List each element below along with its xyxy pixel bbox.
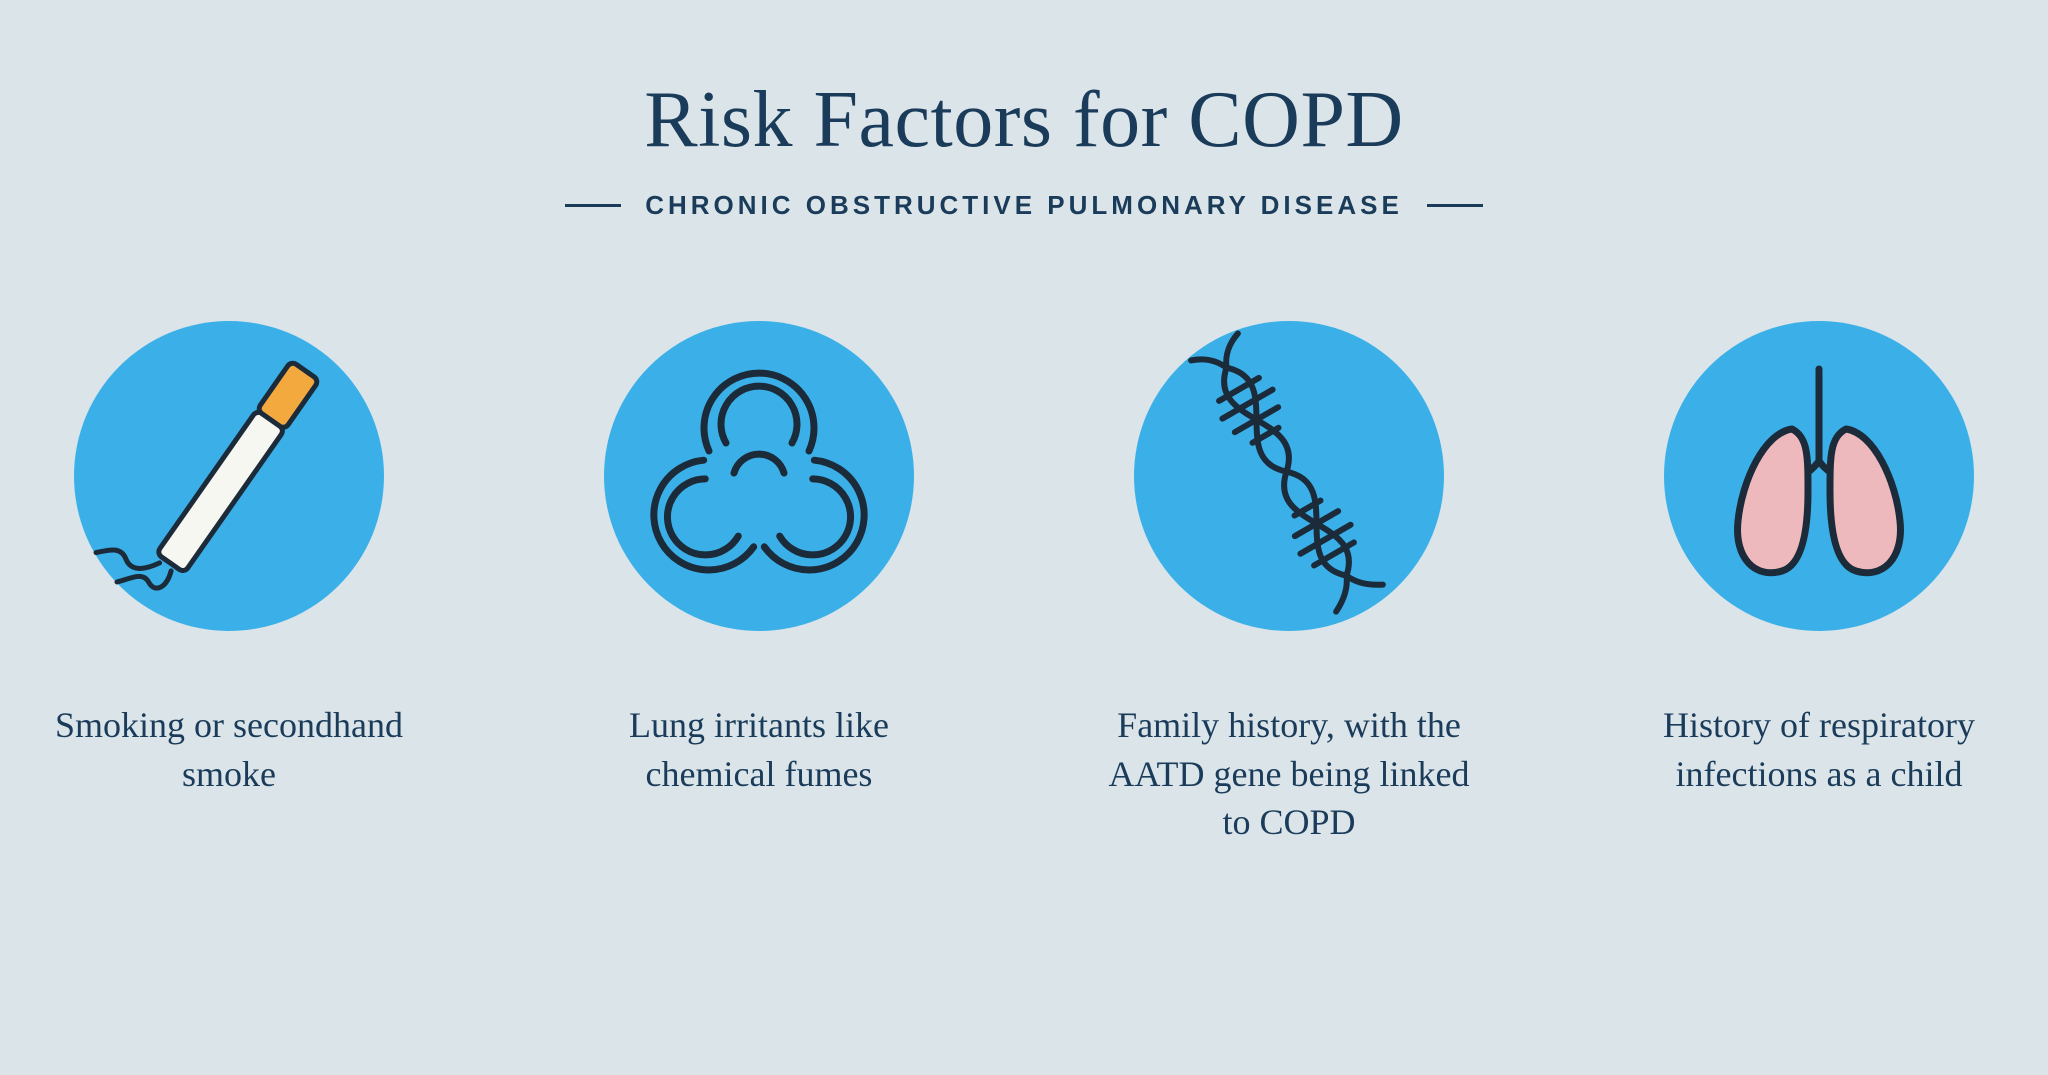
risk-item-respiratory-history: History of respiratory infections as a c…	[1629, 321, 2009, 847]
icon-circle	[1664, 321, 1974, 631]
cigarette-icon	[74, 321, 384, 631]
icon-circle	[604, 321, 914, 631]
risk-label: Lung irritants like chemical fumes	[569, 701, 949, 798]
risk-item-smoking: Smoking or secondhand smoke	[39, 321, 419, 847]
subtitle-row: CHRONIC OBSTRUCTIVE PULMONARY DISEASE	[565, 190, 1483, 221]
lungs-icon	[1664, 321, 1974, 631]
risk-item-irritants: Lung irritants like chemical fumes	[569, 321, 949, 847]
risk-label: Smoking or secondhand smoke	[39, 701, 419, 798]
dash-right	[1427, 204, 1483, 207]
page-title: Risk Factors for COPD	[644, 75, 1403, 166]
icon-circle	[74, 321, 384, 631]
items-row: Smoking or secondhand smoke	[0, 321, 2048, 847]
icon-circle	[1134, 321, 1444, 631]
page-subtitle: CHRONIC OBSTRUCTIVE PULMONARY DISEASE	[645, 190, 1403, 221]
risk-label: History of respiratory infections as a c…	[1629, 701, 2009, 798]
risk-label: Family history, with the AATD gene being…	[1099, 701, 1479, 847]
dna-icon	[1134, 321, 1444, 631]
risk-item-family-history: Family history, with the AATD gene being…	[1099, 321, 1479, 847]
biohazard-icon	[604, 321, 914, 631]
dash-left	[565, 204, 621, 207]
